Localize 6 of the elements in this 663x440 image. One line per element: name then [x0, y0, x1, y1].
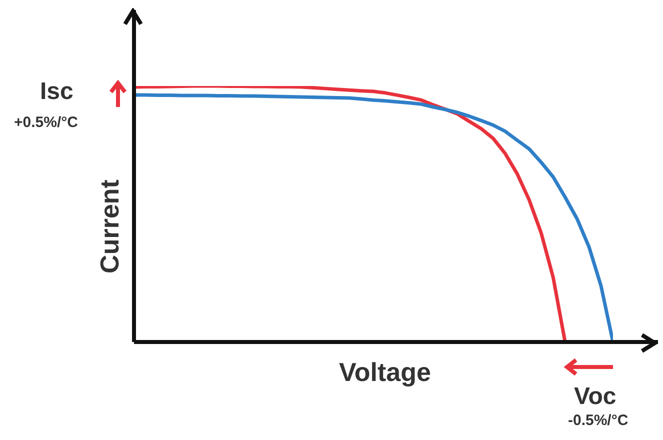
text: Isc	[40, 78, 74, 106]
x-axis-title: Voltage	[338, 357, 432, 388]
y-axis-title: Current	[94, 178, 126, 276]
text: +0.5%/°C	[14, 114, 78, 131]
text: Voc	[574, 383, 616, 411]
text: -0.5%/°C	[568, 412, 628, 429]
